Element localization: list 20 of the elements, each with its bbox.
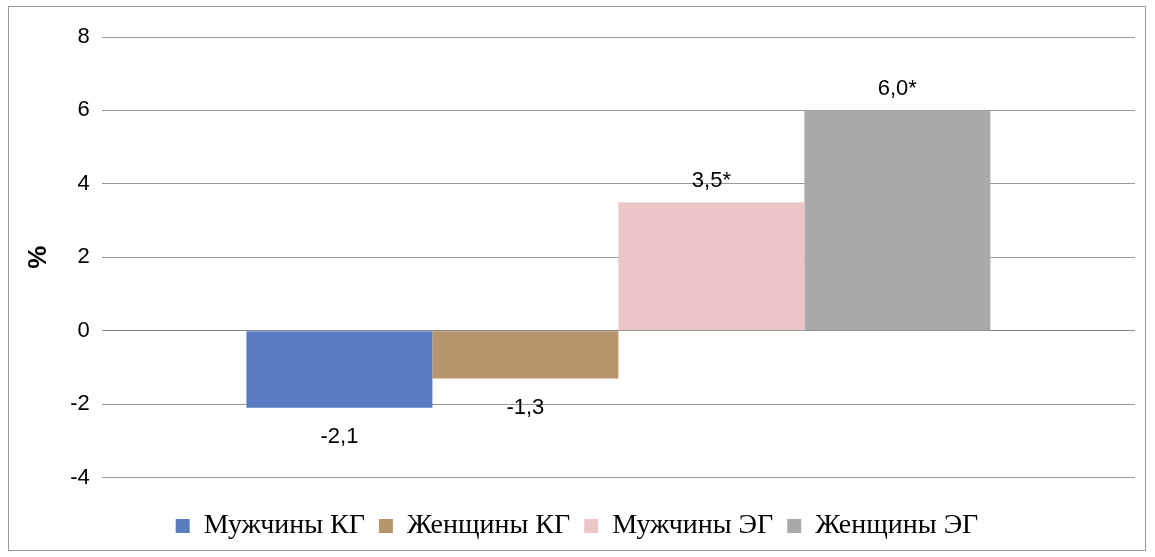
data-label: -2,1 (320, 422, 359, 448)
y-tick-label: -4 (70, 463, 90, 489)
data-label: -1,3 (506, 393, 545, 419)
data-label: 6,0* (877, 75, 918, 101)
legend-label: Мужчины КГ (203, 508, 365, 540)
y-tick-label: 6 (77, 96, 90, 122)
bar (618, 202, 805, 331)
y-tick-label: 4 (77, 169, 90, 195)
bar (432, 331, 619, 379)
legend-label: Женщины КГ (406, 508, 571, 540)
y-tick-label: 2 (77, 243, 90, 269)
bar (804, 110, 991, 331)
legend-label: Женщины ЭГ (815, 508, 979, 540)
y-tick-label: 0 (77, 316, 90, 342)
y-axis-title: % (21, 245, 52, 269)
y-tick-label: 8 (77, 23, 90, 49)
legend-label: Мужчины ЭГ (612, 508, 774, 540)
data-label: 3,5* (691, 167, 732, 193)
bar (246, 331, 433, 408)
y-tick-label: -2 (70, 390, 90, 416)
